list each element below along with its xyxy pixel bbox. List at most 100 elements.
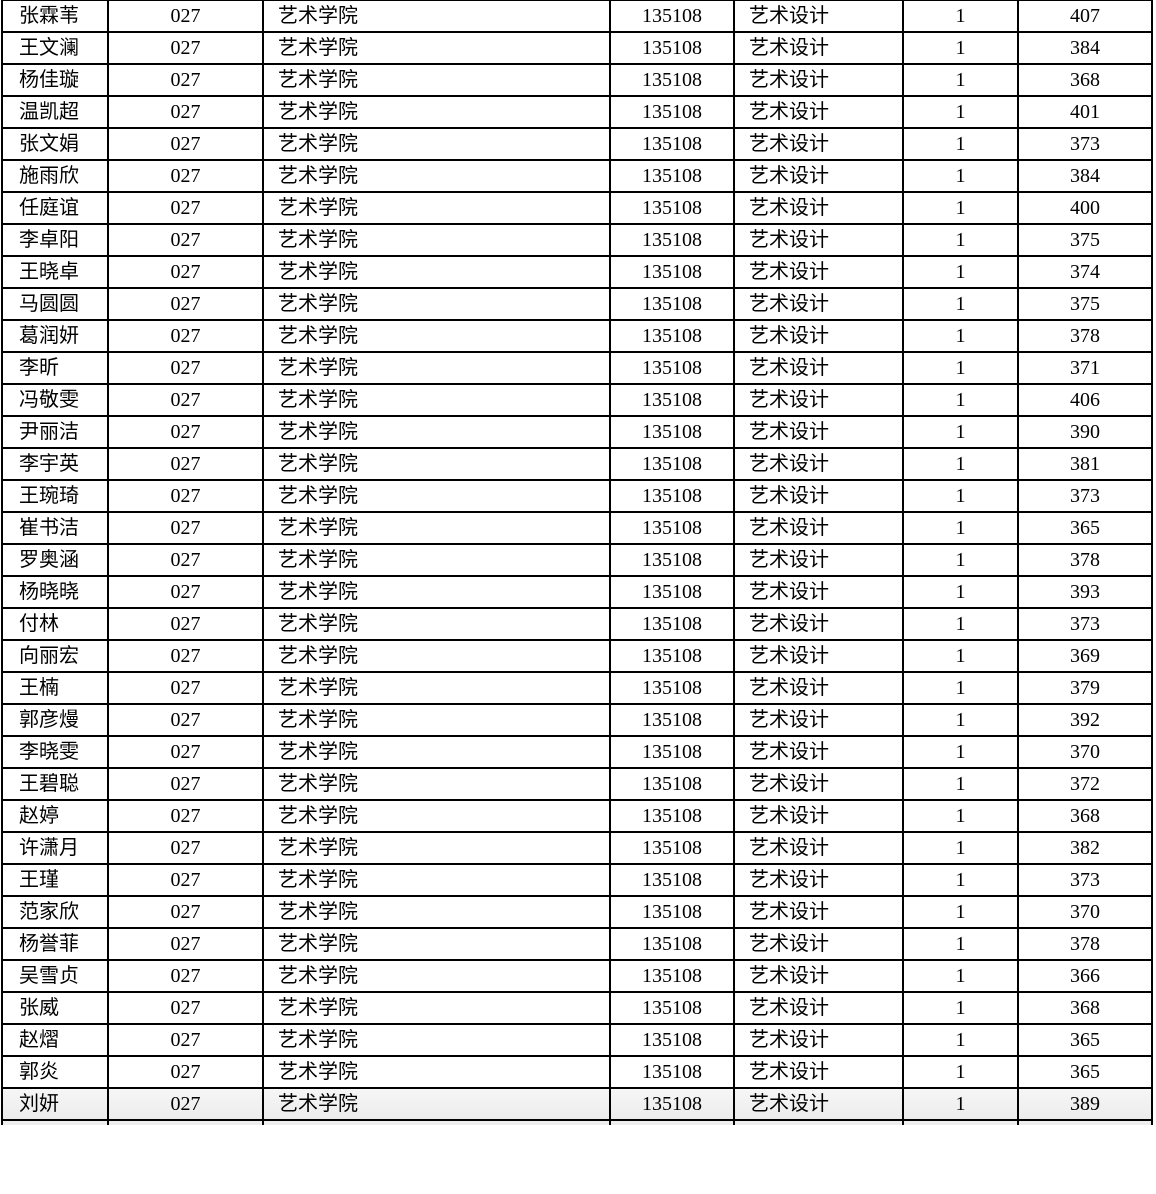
- department-name-cell: 艺术学院: [262, 127, 611, 161]
- count-cell: 1: [902, 831, 1019, 865]
- count-cell: 1: [902, 895, 1019, 929]
- student-name-cell: 许潇月: [1, 831, 109, 865]
- score-cell: 372: [1017, 767, 1153, 801]
- department-code-cell: 027: [107, 319, 264, 353]
- department-name-cell: 艺术学院: [262, 703, 611, 737]
- table-row: 王碧聪 027 艺术学院 135108 艺术设计 1 372: [1, 767, 1153, 801]
- empty-cell: [733, 1119, 904, 1125]
- count-cell: 1: [902, 191, 1019, 225]
- student-name-cell: 杨誉菲: [1, 927, 109, 961]
- department-name-cell: 艺术学院: [262, 1023, 611, 1057]
- count-cell: 1: [902, 959, 1019, 993]
- score-cell: 406: [1017, 383, 1153, 417]
- table-row: 李卓阳 027 艺术学院 135108 艺术设计 1 375: [1, 223, 1153, 257]
- major-code-cell: 135108: [609, 927, 735, 961]
- student-name-cell: 赵婷: [1, 799, 109, 833]
- major-name-cell: 艺术设计: [733, 319, 904, 353]
- major-code-cell: 135108: [609, 703, 735, 737]
- score-cell: 393: [1017, 575, 1153, 609]
- major-name-cell: 艺术设计: [733, 511, 904, 545]
- empty-cell: [902, 1119, 1019, 1125]
- department-code-cell: 027: [107, 671, 264, 705]
- department-code-cell: 027: [107, 607, 264, 641]
- major-code-cell: 135108: [609, 767, 735, 801]
- count-cell: 1: [902, 63, 1019, 97]
- student-name-cell: 赵熠: [1, 1023, 109, 1057]
- major-code-cell: 135108: [609, 351, 735, 385]
- department-name-cell: 艺术学院: [262, 959, 611, 993]
- score-cell: 373: [1017, 127, 1153, 161]
- student-name-cell: 王碧聪: [1, 767, 109, 801]
- department-name-cell: 艺术学院: [262, 1055, 611, 1089]
- score-cell: 384: [1017, 159, 1153, 193]
- empty-cell: [1, 1119, 109, 1125]
- score-cell: 373: [1017, 863, 1153, 897]
- student-name-cell: 张霖苇: [1, 0, 109, 33]
- major-code-cell: 135108: [609, 1023, 735, 1057]
- student-name-cell: 尹丽洁: [1, 415, 109, 449]
- department-name-cell: 艺术学院: [262, 543, 611, 577]
- student-name-cell: 王文澜: [1, 31, 109, 65]
- major-code-cell: 135108: [609, 319, 735, 353]
- student-name-cell: 施雨欣: [1, 159, 109, 193]
- count-cell: 1: [902, 863, 1019, 897]
- score-cell: 368: [1017, 63, 1153, 97]
- major-code-cell: 135108: [609, 639, 735, 673]
- major-name-cell: 艺术设计: [733, 703, 904, 737]
- major-name-cell: 艺术设计: [733, 63, 904, 97]
- major-code-cell: 135108: [609, 159, 735, 193]
- department-code-cell: 027: [107, 703, 264, 737]
- score-cell: 390: [1017, 415, 1153, 449]
- department-name-cell: 艺术学院: [262, 223, 611, 257]
- score-cell: 378: [1017, 319, 1153, 353]
- major-code-cell: 135108: [609, 63, 735, 97]
- table-row: 许潇月 027 艺术学院 135108 艺术设计 1 382: [1, 831, 1153, 865]
- major-code-cell: 135108: [609, 223, 735, 257]
- department-code-cell: 027: [107, 511, 264, 545]
- department-name-cell: 艺术学院: [262, 671, 611, 705]
- score-cell: 371: [1017, 351, 1153, 385]
- count-cell: 1: [902, 479, 1019, 513]
- department-name-cell: 艺术学院: [262, 799, 611, 833]
- student-name-cell: 范家欣: [1, 895, 109, 929]
- department-code-cell: 027: [107, 447, 264, 481]
- department-name-cell: 艺术学院: [262, 191, 611, 225]
- score-cell: 400: [1017, 191, 1153, 225]
- student-name-cell: 马圆圆: [1, 287, 109, 321]
- score-cell: 370: [1017, 735, 1153, 769]
- department-code-cell: 027: [107, 1087, 264, 1121]
- major-name-cell: 艺术设计: [733, 1023, 904, 1057]
- department-code-cell: 027: [107, 63, 264, 97]
- department-name-cell: 艺术学院: [262, 991, 611, 1025]
- score-cell: 379: [1017, 671, 1153, 705]
- student-name-cell: 王瑾: [1, 863, 109, 897]
- empty-cell: [1017, 1119, 1153, 1125]
- count-cell: 1: [902, 223, 1019, 257]
- major-name-cell: 艺术设计: [733, 767, 904, 801]
- department-code-cell: 027: [107, 735, 264, 769]
- score-cell: 365: [1017, 1023, 1153, 1057]
- major-code-cell: 135108: [609, 735, 735, 769]
- score-cell: 381: [1017, 447, 1153, 481]
- score-cell: 375: [1017, 223, 1153, 257]
- major-name-cell: 艺术设计: [733, 959, 904, 993]
- department-name-cell: 艺术学院: [262, 63, 611, 97]
- department-name-cell: 艺术学院: [262, 607, 611, 641]
- department-code-cell: 027: [107, 831, 264, 865]
- table-row: 崔书洁 027 艺术学院 135108 艺术设计 1 365: [1, 511, 1153, 545]
- department-name-cell: 艺术学院: [262, 447, 611, 481]
- major-code-cell: 135108: [609, 95, 735, 129]
- count-cell: 1: [902, 415, 1019, 449]
- admission-list-table: 张霖苇 027 艺术学院 135108 艺术设计 1 407 王文澜 027 艺术学院 135108…: [1, 0, 1153, 1125]
- major-code-cell: 135108: [609, 575, 735, 609]
- department-code-cell: 027: [107, 959, 264, 993]
- score-cell: 378: [1017, 543, 1153, 577]
- major-code-cell: 135108: [609, 1087, 735, 1121]
- table-row: 马圆圆 027 艺术学院 135108 艺术设计 1 375: [1, 287, 1153, 321]
- score-cell: 373: [1017, 479, 1153, 513]
- major-name-cell: 艺术设计: [733, 671, 904, 705]
- department-name-cell: 艺术学院: [262, 319, 611, 353]
- student-name-cell: 郭炎: [1, 1055, 109, 1089]
- department-code-cell: 027: [107, 767, 264, 801]
- table-row: 任庭谊 027 艺术学院 135108 艺术设计 1 400: [1, 191, 1153, 225]
